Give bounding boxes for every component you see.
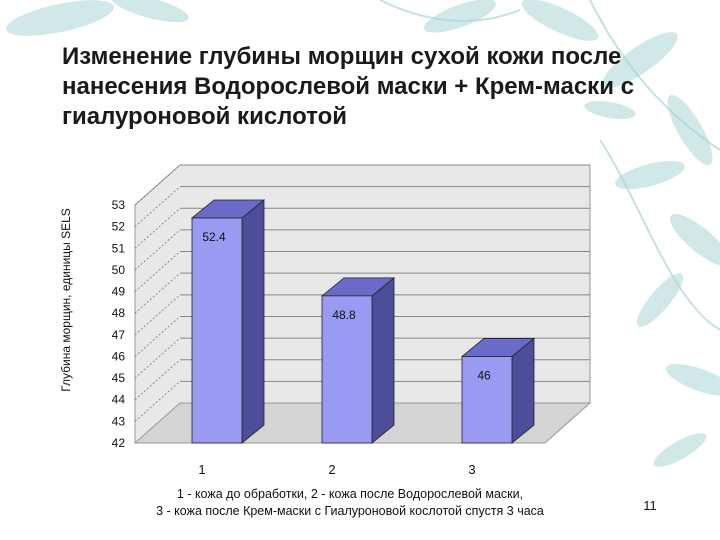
x-tick-label: 2 <box>328 462 335 477</box>
y-axis-ticks: 42 43 44 45 46 47 48 49 50 51 52 53 <box>112 198 126 450</box>
bar-side-face <box>371 277 395 444</box>
bar-front-face <box>191 217 243 444</box>
footnote-line-1: 1 - кожа до обработки, 2 - кожа после Во… <box>176 487 524 501</box>
y-tick-label: 52 <box>112 220 126 234</box>
footnote: 1 - кожа до обработки, 2 - кожа после Во… <box>90 486 610 520</box>
y-tick-label: 45 <box>112 371 126 385</box>
bars: 52.4 48.8 46 <box>190 199 536 444</box>
y-tick-label: 50 <box>112 263 126 277</box>
y-tick-label: 48 <box>112 306 126 320</box>
x-axis-ticks: 1 2 3 <box>198 462 475 477</box>
y-tick-label: 53 <box>112 198 126 212</box>
bar-value-label: 52.4 <box>202 230 226 244</box>
y-tick-label: 43 <box>112 414 126 428</box>
bar-value-label: 46 <box>477 368 491 382</box>
bar-2: 48.8 <box>320 277 396 444</box>
y-tick-label: 46 <box>112 349 126 363</box>
bar-side-face <box>241 199 265 444</box>
page-number: 11 <box>643 498 657 513</box>
y-tick-label: 49 <box>112 285 126 299</box>
y-tick-label: 44 <box>112 393 126 407</box>
x-tick-label: 1 <box>198 462 205 477</box>
y-tick-label: 51 <box>112 241 126 255</box>
footnote-line-2: 3 - кожа после Крем-маски с Гиалуроновой… <box>156 504 544 518</box>
y-tick-label: 47 <box>112 328 126 342</box>
bar-front-face <box>321 295 373 444</box>
slide-title: Изменение глубины морщин сухой кожи посл… <box>62 43 634 130</box>
y-axis-label: Глубина морщин, единицы SELS <box>59 208 73 392</box>
bar-value-label: 48.8 <box>332 308 356 322</box>
x-tick-label: 3 <box>468 462 475 477</box>
bar-1: 52.4 <box>190 199 266 444</box>
y-tick-label: 42 <box>112 436 126 450</box>
bar-front-face <box>461 356 513 444</box>
bar-3: 46 <box>460 337 536 444</box>
